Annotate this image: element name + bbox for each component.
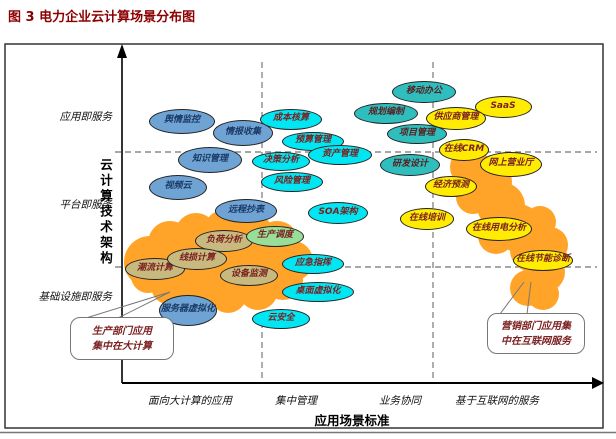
scenario-bubble: 在线用电分析 [466,217,532,241]
callout-marketing-line-2: 中在互联网服务 [501,335,571,347]
scenario-bubble: 网上营业厅 [480,151,542,177]
callout-production-line-2: 集中在大计算 [92,340,152,352]
scenario-bubble: 资产管理 [308,145,372,165]
scenario-bubble: 知识管理 [178,147,242,173]
y-category-iaas: 基础设施即服务 [38,291,113,303]
callout-marketing-line-1: 营销部门应用集 [501,320,571,332]
x-axis-title: 应用场景标准 [314,413,390,428]
scenario-bubble: SOA架构 [308,202,368,224]
scenario-bubble: 在线CRM [439,139,489,161]
x-category-3: 业务协同 [379,395,421,407]
x-category-4: 基于互联网的服务 [455,395,539,407]
callout-right-pointer-2 [526,281,532,315]
scenario-bubble: 云安全 [252,309,310,329]
y-axis-arrow [117,44,127,58]
y-axis-title: 云计算技术架构 [98,158,113,267]
scenario-bubble: 研发设计 [380,154,440,176]
scenario-bubble: 远程抄表 [215,199,277,223]
scenario-bubble: 生产调度 [246,225,304,247]
callout-right-pointer-1 [499,281,525,315]
scenario-bubble: 应急指挥 [282,254,344,274]
callout-pointers [85,281,532,319]
y-category-saas: 应用即服务 [59,111,113,123]
scenario-bubble: 设备监测 [220,264,278,286]
scenario-bubble: 桌面虚拟化 [282,282,354,302]
scenario-bubble: 风险管理 [261,172,323,192]
scenario-bubble: 舆情监控 [149,108,215,134]
scenario-bubble: 在线节能诊断 [513,249,573,271]
scenario-bubble: 成本核算 [260,108,322,130]
x-category-2: 集中管理 [275,395,317,407]
scenario-bubble: 决策分析 [252,151,310,171]
scenario-bubble: 项目管理 [387,124,447,144]
x-category-1: 面向大计算的应用 [148,395,232,407]
scenario-bubble: 负荷分析 [195,230,253,252]
callout-marketing: 营销部门应用集 中在互联网服务 [487,313,585,354]
callout-production: 生产部门应用 集中在大计算 [70,317,174,360]
plot-border [4,43,604,429]
scenario-bubble: 供应商管理 [426,106,486,130]
callout-left-pointer-2 [117,291,171,319]
scenario-bubble: 线损计算 [167,248,227,270]
scenario-bubble: 在线培训 [400,208,454,230]
y-category-paas: 平台即服务 [59,199,113,211]
callout-left-pointer-1 [85,291,171,319]
scenario-bubble: 经济预测 [425,175,477,197]
x-axis-arrow [592,377,604,389]
callout-production-line-1: 生产部门应用 [92,325,152,337]
scenario-bubble: 视频云 [149,174,207,200]
figure-title: 图 3 电力企业云计算场景分布图 [8,10,196,25]
scenario-bubble: 移动办公 [392,81,456,103]
scenario-bubble: SaaS [474,96,532,118]
scenario-bubble: 规划编制 [354,102,418,124]
